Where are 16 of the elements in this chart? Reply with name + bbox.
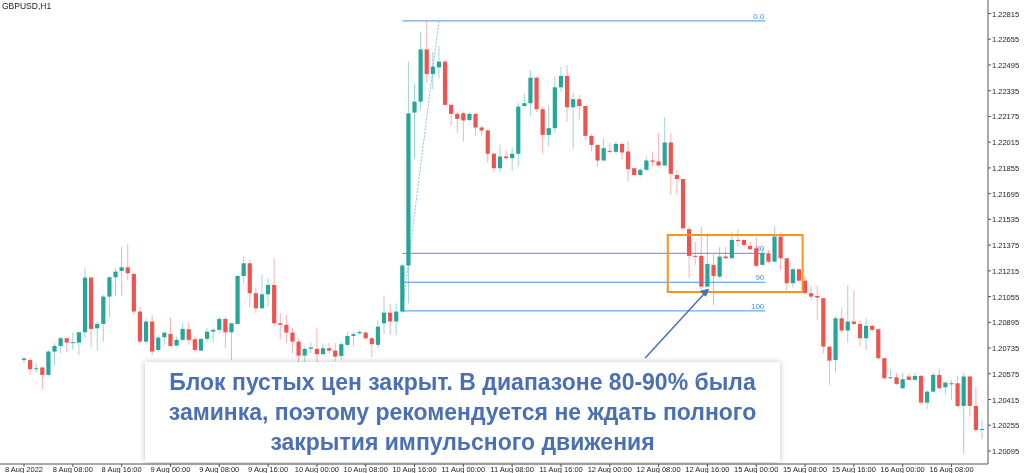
candlestick	[70, 331, 75, 351]
candlestick	[503, 149, 509, 161]
candlestick	[327, 342, 332, 354]
annotation: 90	[755, 273, 765, 283]
candlestick	[320, 342, 326, 356]
chart-title: GBPUSD,H1	[2, 1, 52, 11]
candlestick	[607, 142, 612, 154]
annotation: 100	[750, 301, 765, 311]
annotation: 0.0	[753, 11, 765, 21]
candlestick	[28, 357, 33, 376]
candlestick	[204, 327, 210, 344]
text-box: Блок пустых цен закрыт. В диапазоне 80-90% была заминка, поэтому рекомендуется не ждать полного закрытия импульсного движения	[145, 362, 780, 462]
candlestick	[912, 372, 917, 382]
candlestick	[809, 285, 814, 301]
annotation: Блок пустых цен закрыт. В диапазоне 80-90% была заминка, поэтому рекомендуется не ждать полного закрытия импульсного движения	[167, 368, 758, 457]
candlestick	[21, 356, 27, 364]
